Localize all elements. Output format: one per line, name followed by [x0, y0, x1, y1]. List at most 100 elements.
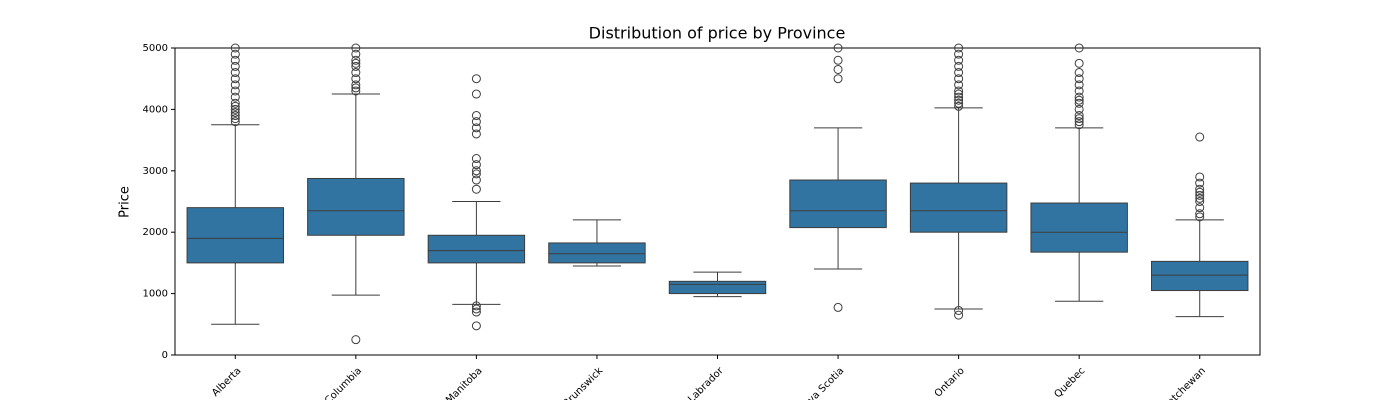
- outlier: [954, 86, 964, 96]
- x-tick-label: Quebec: [1053, 365, 1088, 400]
- outlier: [471, 321, 481, 331]
- outlier: [1195, 197, 1205, 206]
- box: [186, 207, 284, 264]
- outlier: [230, 55, 240, 65]
- chart-title: Distribution of price by Province: [589, 24, 846, 43]
- outlier: [230, 80, 240, 90]
- outlier: [471, 117, 481, 127]
- box: [789, 179, 887, 229]
- outlier: [1195, 190, 1205, 200]
- outlier: [1074, 104, 1084, 114]
- y-tick-label: 0: [162, 350, 168, 361]
- outlier: [954, 310, 964, 320]
- outlier: [1074, 74, 1084, 84]
- outlier: [471, 184, 481, 194]
- outlier: [351, 335, 361, 345]
- outlier: [954, 92, 964, 102]
- outlier: [230, 114, 240, 124]
- outlier: [1074, 86, 1084, 96]
- outlier: [230, 111, 240, 121]
- outlier: [954, 101, 964, 111]
- outlier: [1074, 120, 1084, 130]
- outlier: [954, 55, 964, 65]
- box: [548, 242, 646, 264]
- outlier: [351, 80, 361, 90]
- outlier: [230, 92, 240, 102]
- outlier: [1195, 187, 1205, 197]
- outlier: [1074, 111, 1084, 121]
- outlier: [1074, 58, 1084, 68]
- outlier: [230, 61, 240, 71]
- x-tick-label: Newfoundland and Labrador: [617, 365, 726, 400]
- outlier: [230, 49, 240, 59]
- outlier: [954, 95, 964, 105]
- box: [668, 280, 767, 295]
- outlier: [230, 74, 240, 84]
- outlier: [954, 98, 964, 108]
- outlier: [954, 74, 964, 84]
- box: [427, 234, 526, 264]
- outlier: [230, 117, 240, 127]
- outlier: [1195, 193, 1205, 203]
- y-tick-label: 3000: [143, 166, 168, 177]
- outlier: [954, 89, 964, 99]
- outlier: [471, 175, 481, 185]
- outlier: [833, 55, 843, 65]
- outlier: [833, 74, 843, 84]
- outlier: [1074, 114, 1084, 124]
- outlier: [351, 43, 361, 53]
- outlier: [1074, 80, 1084, 90]
- x-tick-label: New Brunswick: [544, 365, 606, 400]
- outlier: [351, 68, 361, 78]
- outlier: [471, 129, 481, 139]
- outlier: [351, 55, 361, 65]
- box: [909, 182, 1008, 233]
- outlier: [1195, 209, 1205, 219]
- outlier: [471, 111, 481, 121]
- outlier: [471, 160, 481, 170]
- outlier: [954, 305, 964, 315]
- x-tick-label: British Columbia: [298, 365, 364, 400]
- outlier: [230, 68, 240, 78]
- outlier: [230, 98, 240, 108]
- outlier: [1074, 68, 1084, 78]
- outlier: [1195, 212, 1205, 222]
- outlier: [230, 107, 240, 117]
- outlier: [1074, 117, 1084, 127]
- y-tick-label: 1000: [143, 289, 168, 300]
- outlier: [471, 304, 481, 314]
- outlier: [1074, 43, 1084, 53]
- outlier: [351, 49, 361, 59]
- outlier: [1074, 98, 1084, 108]
- y-axis-label: Price: [118, 186, 133, 218]
- outlier: [471, 154, 481, 164]
- outlier: [1195, 203, 1205, 213]
- outlier: [471, 301, 481, 311]
- outlier: [954, 80, 964, 90]
- outlier: [351, 61, 361, 71]
- outlier: [230, 43, 240, 53]
- box: [1151, 260, 1249, 292]
- outlier: [351, 83, 361, 93]
- outlier: [1074, 92, 1084, 102]
- outlier: [954, 49, 964, 59]
- outlier: [351, 58, 361, 68]
- x-tick-label: Saskatchewan: [1149, 365, 1208, 400]
- outlier: [471, 169, 481, 179]
- outlier: [471, 89, 481, 99]
- outlier: [230, 101, 240, 111]
- outlier: [471, 166, 481, 176]
- outlier: [954, 61, 964, 71]
- y-tick-label: 5000: [143, 43, 168, 54]
- outlier: [833, 64, 843, 74]
- outlier: [230, 86, 240, 96]
- outlier: [954, 68, 964, 78]
- outlier: [833, 302, 843, 312]
- outlier: [471, 307, 481, 317]
- outlier: [471, 123, 481, 133]
- outlier: [351, 86, 361, 96]
- outlier: [1074, 95, 1084, 105]
- outlier: [833, 43, 843, 53]
- y-tick-label: 4000: [143, 104, 168, 115]
